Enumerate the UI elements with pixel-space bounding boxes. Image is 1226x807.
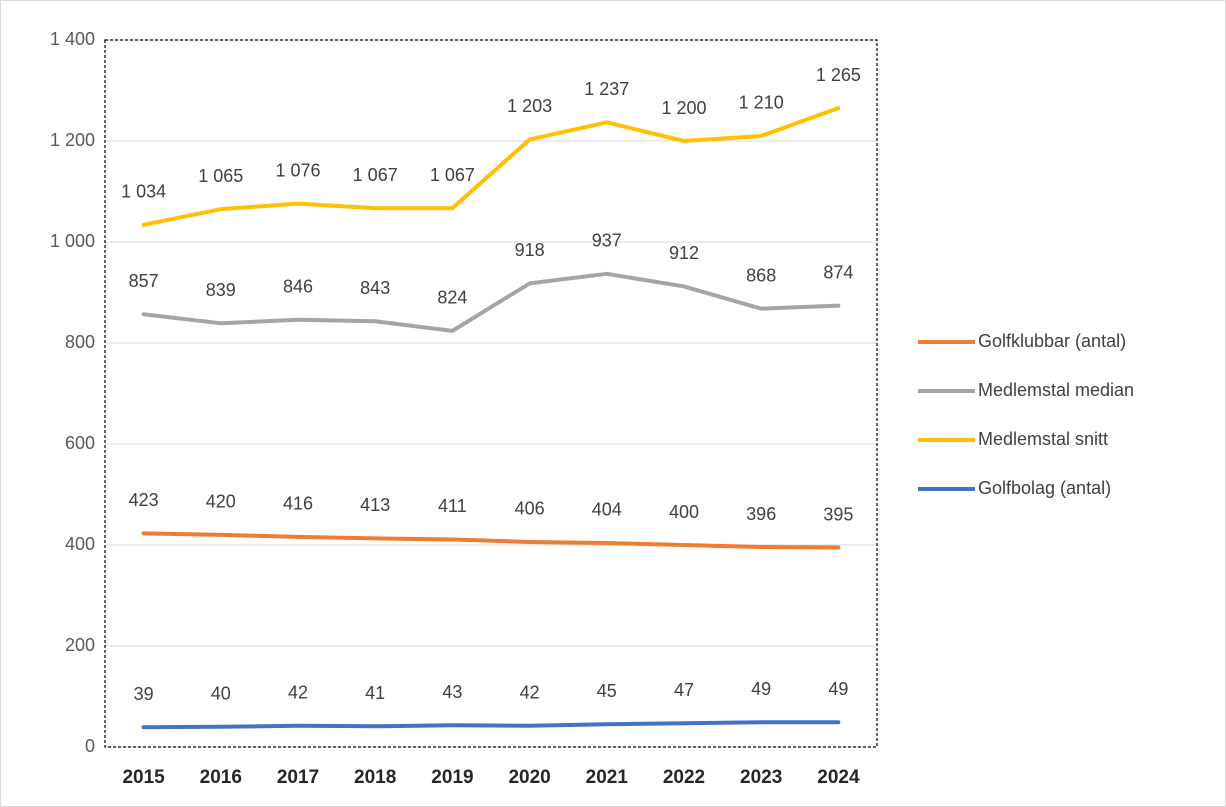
data-label: 411 [438, 496, 467, 516]
data-label: 423 [129, 490, 159, 510]
data-label: 49 [751, 679, 771, 699]
y-tick-label: 0 [85, 736, 95, 756]
y-tick-label: 400 [65, 534, 95, 554]
y-tick-label: 200 [65, 635, 95, 655]
legend-label: Medlemstal median [978, 380, 1134, 400]
y-tick-label: 1 200 [50, 130, 95, 150]
data-label: 395 [823, 504, 853, 524]
x-tick-label: 2023 [740, 767, 782, 788]
data-label: 843 [360, 278, 390, 298]
data-label: 868 [746, 265, 776, 285]
data-label: 857 [129, 271, 159, 291]
data-label: 43 [442, 682, 462, 702]
data-label: 1 237 [584, 79, 629, 99]
data-label: 40 [211, 684, 231, 704]
line-series [141, 531, 841, 550]
data-label: 39 [134, 684, 154, 704]
y-tick-label: 800 [65, 332, 95, 352]
line-series [141, 106, 841, 227]
x-tick-label: 2019 [431, 767, 473, 788]
legend-label: Medlemstal snitt [978, 429, 1108, 449]
data-label: 41 [365, 683, 385, 703]
y-tick-label: 600 [65, 433, 95, 453]
data-label: 404 [592, 500, 622, 520]
x-tick-label: 2018 [354, 767, 396, 788]
legend-label: Golfbolag (antal) [978, 478, 1111, 498]
line-series [141, 271, 841, 333]
data-label: 1 067 [430, 165, 475, 185]
data-label: 1 065 [198, 166, 243, 186]
data-label: 1 265 [816, 65, 861, 85]
x-tick-label: 2021 [586, 767, 629, 788]
data-label: 1 200 [661, 98, 706, 118]
data-label: 42 [520, 683, 540, 703]
data-label: 912 [669, 243, 699, 263]
x-tick-label: 2022 [663, 767, 705, 788]
data-label: 400 [669, 502, 699, 522]
data-label: 1 076 [275, 160, 320, 180]
y-tick-label: 1 400 [50, 29, 95, 49]
data-label: 824 [437, 288, 467, 308]
x-tick-label: 2016 [200, 767, 242, 788]
x-tick-label: 2024 [817, 767, 860, 788]
data-label: 1 034 [121, 182, 166, 202]
data-label: 413 [360, 495, 390, 515]
data-label: 937 [592, 231, 622, 251]
data-label: 839 [206, 280, 236, 300]
legend-label: Golfklubbar (antal) [978, 331, 1126, 351]
data-label: 416 [283, 494, 313, 514]
x-tick-label: 2020 [508, 767, 550, 788]
data-label: 846 [283, 277, 313, 297]
data-label: 420 [206, 492, 236, 512]
data-label: 1 067 [353, 165, 398, 185]
data-label: 396 [746, 504, 776, 524]
line-series [141, 720, 841, 730]
plot-border [104, 39, 878, 748]
data-label: 406 [515, 499, 545, 519]
x-tick-label: 2015 [122, 767, 165, 788]
x-tick-label: 2017 [277, 767, 319, 788]
data-label: 47 [674, 680, 694, 700]
data-label: 874 [823, 262, 853, 282]
y-tick-label: 1 000 [50, 231, 95, 251]
data-label: 1 203 [507, 96, 552, 116]
data-label: 918 [515, 240, 545, 260]
data-label: 45 [597, 681, 617, 701]
data-label: 42 [288, 683, 308, 703]
data-label: 49 [828, 679, 848, 699]
data-label: 1 210 [739, 93, 784, 113]
